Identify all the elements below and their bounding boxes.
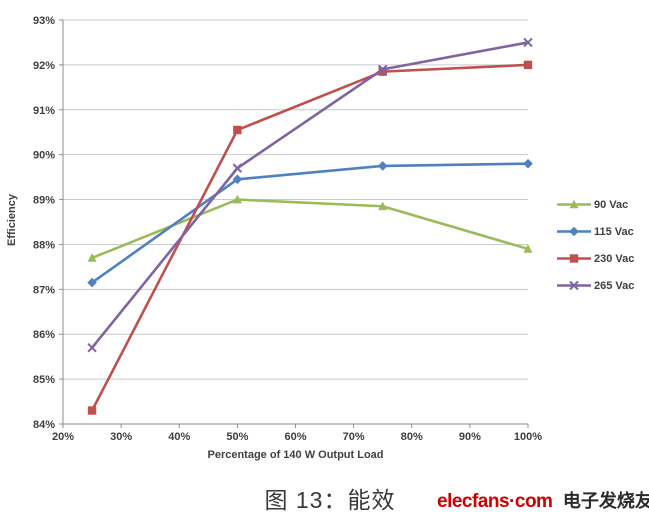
legend-label-115vac: 115 Vac — [594, 225, 634, 238]
diamond-marker-icon — [377, 161, 388, 171]
y-tick-label: 90% — [33, 150, 55, 162]
x-marker-icon — [377, 64, 388, 75]
y-tick-label: 88% — [33, 239, 55, 251]
y-axis-title: Efficiency — [6, 194, 18, 246]
legend-swatch-svg — [557, 199, 591, 209]
triangle-marker-icon — [232, 194, 242, 204]
square-marker-icon — [233, 125, 242, 135]
legend-item-230vac: 230 Vac — [556, 245, 634, 272]
x-tick-label: 20% — [52, 431, 74, 443]
x-marker-icon — [569, 280, 579, 291]
square-marker-icon — [523, 60, 533, 70]
x-tick-label: 70% — [343, 431, 365, 443]
y-tick-label: 91% — [33, 105, 55, 117]
x-tick-label: 80% — [401, 431, 423, 443]
x-marker-icon — [232, 163, 243, 173]
x-tick-label: 90% — [459, 431, 481, 443]
legend-label-230vac: 230 Vac — [594, 252, 635, 265]
chart-canvas: 84% 85% 86% 87% 88% 89% 90% 91% 92% 93% 20% 30% 40% 5… — [33, 15, 542, 443]
diamond-marker-icon — [232, 174, 243, 185]
legend-swatch-svg — [557, 254, 591, 263]
x-tick-label: 100% — [514, 431, 542, 443]
legend-item-115vac: 115 Vac — [556, 218, 634, 245]
x-tick-label: 50% — [226, 431, 248, 443]
square-marker-icon — [378, 67, 387, 76]
square-marker-icon — [87, 406, 97, 415]
x-marker-icon — [87, 342, 97, 353]
legend-swatch-svg — [557, 280, 591, 291]
series-line-230-vac — [90, 63, 530, 412]
x-marker-icon — [523, 37, 533, 48]
y-tick-label: 85% — [33, 374, 55, 386]
elecfans-logo: elecfans·com 电子发烧友 — [437, 487, 649, 513]
legend-marker-115vac-icon — [556, 226, 592, 237]
triangle-marker-icon — [569, 199, 579, 209]
x-axis-title: Percentage of 140 W Output Load — [207, 449, 384, 461]
figure-caption: 图 13：能效 — [264, 487, 396, 513]
x-tick-label: 60% — [284, 431, 306, 443]
legend-item-265vac: 265 Vac — [556, 272, 634, 299]
y-tick-label: 86% — [33, 329, 55, 341]
y-tick-label: 84% — [33, 419, 55, 431]
y-tick-label: 87% — [33, 284, 55, 296]
series-line-265-vac — [90, 41, 530, 349]
series-line-90-vac — [90, 198, 530, 260]
legend-marker-230vac-icon — [556, 253, 592, 264]
elecfans-logo-brand: elecfans·com — [437, 491, 553, 512]
diamond-marker-icon — [569, 226, 579, 237]
x-tick-label: 30% — [110, 431, 132, 443]
x-tick-label: 40% — [168, 431, 190, 443]
legend-item-90vac: 90 Vac — [556, 191, 634, 218]
series-line-115-vac — [90, 162, 530, 284]
square-marker-icon — [569, 254, 579, 263]
y-tick-label: 92% — [33, 60, 55, 72]
legend-swatch-svg — [557, 226, 591, 237]
triangle-marker-icon — [87, 253, 97, 262]
diamond-marker-icon — [523, 158, 533, 169]
legend-marker-90vac-icon — [556, 199, 592, 210]
diamond-marker-icon — [87, 277, 97, 288]
y-tick-label: 93% — [33, 15, 55, 27]
elecfans-logo-chinese: 电子发烧友 — [562, 491, 649, 511]
legend-label-265vac: 265 Vac — [594, 279, 635, 292]
chart-legend: 90 Vac 115 Vac 230 Vac 265 Vac — [556, 191, 634, 299]
legend-label-90vac: 90 Vac — [594, 198, 629, 211]
triangle-marker-icon — [523, 244, 533, 253]
y-tick-label: 89% — [33, 195, 55, 207]
legend-marker-265vac-icon — [556, 280, 592, 291]
triangle-marker-icon — [378, 201, 388, 211]
